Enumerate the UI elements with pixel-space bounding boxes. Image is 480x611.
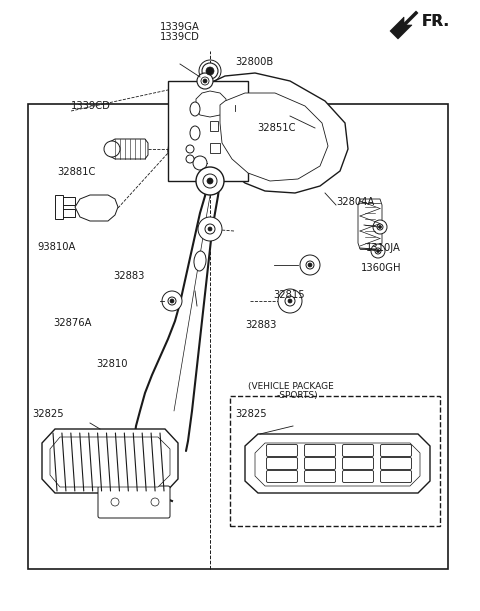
Circle shape	[162, 291, 182, 311]
Circle shape	[379, 225, 382, 229]
Circle shape	[193, 156, 207, 170]
FancyBboxPatch shape	[343, 458, 373, 469]
Text: (VEHICLE PACKAGE: (VEHICLE PACKAGE	[248, 382, 333, 390]
Text: 1339GA: 1339GA	[160, 23, 200, 32]
Text: 1310JA: 1310JA	[366, 243, 401, 253]
Polygon shape	[255, 443, 420, 486]
FancyBboxPatch shape	[98, 486, 170, 518]
Text: 32810: 32810	[96, 359, 128, 368]
Circle shape	[203, 79, 207, 83]
FancyBboxPatch shape	[343, 444, 373, 456]
Circle shape	[206, 67, 214, 75]
Polygon shape	[196, 91, 226, 117]
Text: 32883: 32883	[245, 320, 276, 330]
Polygon shape	[75, 195, 118, 221]
Text: 32851C: 32851C	[257, 123, 295, 133]
Text: 1339CD: 1339CD	[71, 101, 111, 111]
FancyBboxPatch shape	[266, 458, 298, 469]
Polygon shape	[108, 139, 148, 159]
Circle shape	[186, 145, 194, 153]
Polygon shape	[210, 143, 220, 153]
Text: FR.: FR.	[422, 13, 450, 29]
FancyBboxPatch shape	[304, 444, 336, 456]
Circle shape	[278, 289, 302, 313]
Polygon shape	[358, 199, 382, 249]
Ellipse shape	[194, 251, 206, 271]
Bar	[55, 195, 63, 219]
Circle shape	[300, 255, 320, 275]
Bar	[168, 81, 248, 181]
Circle shape	[198, 217, 222, 241]
Text: 32883: 32883	[113, 271, 144, 281]
Bar	[230, 396, 440, 526]
Text: 32815: 32815	[274, 290, 305, 300]
Polygon shape	[390, 11, 418, 39]
Polygon shape	[50, 437, 170, 487]
Circle shape	[111, 498, 119, 506]
Circle shape	[168, 297, 176, 305]
Circle shape	[201, 77, 209, 85]
Polygon shape	[210, 73, 348, 193]
Ellipse shape	[190, 126, 200, 140]
Text: 32881C: 32881C	[58, 167, 96, 177]
FancyBboxPatch shape	[304, 470, 336, 483]
Polygon shape	[168, 86, 212, 181]
Circle shape	[373, 220, 387, 234]
Circle shape	[186, 155, 194, 163]
Circle shape	[203, 174, 217, 188]
Circle shape	[376, 249, 380, 252]
Polygon shape	[220, 93, 328, 181]
Circle shape	[285, 296, 295, 306]
FancyBboxPatch shape	[381, 470, 411, 483]
Circle shape	[207, 178, 213, 184]
Bar	[28, 104, 448, 569]
Circle shape	[151, 498, 159, 506]
Circle shape	[208, 227, 212, 231]
Circle shape	[205, 224, 215, 234]
Bar	[60, 209, 75, 217]
Text: 32825: 32825	[33, 409, 64, 419]
Bar	[60, 197, 75, 205]
Circle shape	[375, 248, 381, 254]
Polygon shape	[42, 429, 178, 493]
FancyBboxPatch shape	[266, 470, 298, 483]
Circle shape	[196, 167, 224, 195]
Circle shape	[197, 73, 213, 89]
FancyBboxPatch shape	[343, 470, 373, 483]
Text: -SPORTS): -SPORTS)	[277, 392, 318, 400]
Circle shape	[308, 263, 312, 267]
FancyBboxPatch shape	[381, 444, 411, 456]
Text: 32800B: 32800B	[235, 57, 274, 67]
Text: 32804A: 32804A	[336, 197, 374, 207]
Circle shape	[104, 141, 120, 157]
Text: 32825: 32825	[235, 409, 267, 419]
FancyBboxPatch shape	[304, 458, 336, 469]
Text: 1360GH: 1360GH	[361, 263, 401, 273]
Circle shape	[170, 299, 174, 303]
Text: FR.: FR.	[422, 13, 450, 29]
FancyBboxPatch shape	[381, 458, 411, 469]
Circle shape	[288, 299, 292, 303]
Text: 1339CD: 1339CD	[160, 32, 200, 42]
Text: 93810A: 93810A	[37, 242, 76, 252]
Circle shape	[306, 261, 314, 269]
Ellipse shape	[190, 102, 200, 116]
Circle shape	[371, 244, 385, 258]
Circle shape	[202, 63, 218, 79]
FancyBboxPatch shape	[266, 444, 298, 456]
Polygon shape	[245, 434, 430, 493]
Text: 32876A: 32876A	[53, 318, 91, 327]
Circle shape	[377, 224, 383, 230]
Polygon shape	[210, 121, 218, 131]
Polygon shape	[185, 83, 234, 123]
